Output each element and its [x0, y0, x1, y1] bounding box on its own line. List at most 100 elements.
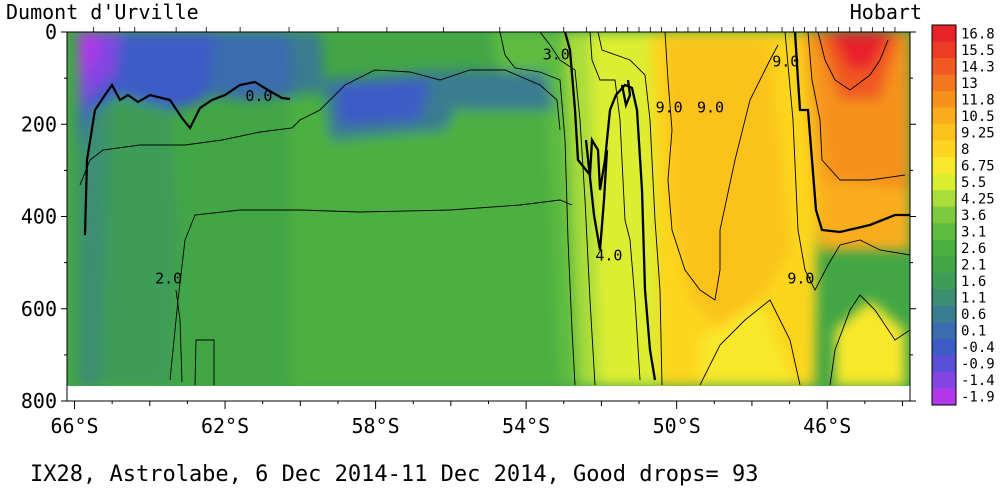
colorbar-label: 2.1	[961, 258, 986, 274]
field-region-5	[665, 40, 790, 330]
isotherm-3-5-line	[539, 32, 596, 386]
field-regions	[78, 32, 910, 386]
colorbar-swatch	[932, 388, 956, 406]
colorbar-label: 11.8	[961, 92, 995, 108]
colorbar-swatch	[932, 190, 956, 208]
colorbar-swatch	[932, 74, 956, 92]
colorbar-label: 13	[961, 76, 978, 92]
colorbar-label: 4.25	[961, 191, 995, 207]
colorbar-label: -0.4	[961, 340, 995, 356]
isotherm-3-line	[499, 32, 576, 386]
x-tick-label: 62°S	[201, 414, 249, 438]
axis-ticks	[61, 31, 916, 409]
field-region-6	[700, 300, 795, 386]
y-tick-labels: 0 200 400 600 800	[21, 20, 57, 413]
isotherm-10-line	[793, 32, 910, 234]
field-region-13	[78, 60, 110, 386]
isotherm-4-line	[563, 32, 657, 381]
colorbar-swatch	[932, 58, 956, 76]
colorbar-swatch	[932, 239, 956, 257]
contour-label: 9.0	[772, 53, 799, 71]
colorbar-swatch	[932, 305, 956, 323]
colorbar-label: 2.6	[961, 241, 986, 257]
colorbar-swatch	[932, 289, 956, 307]
colorbar-swatch	[932, 256, 956, 274]
y-tick-label: 600	[21, 297, 57, 321]
colorbar-label: 10.5	[961, 109, 995, 125]
isotherm-5-line	[597, 32, 663, 386]
isotherm-0-line	[83, 80, 291, 236]
x-tick-label: 54°S	[502, 414, 550, 438]
isotherm-8-lower-line	[699, 299, 801, 386]
x-tick-label: 50°S	[653, 414, 701, 438]
colorbar-label: 5.5	[961, 175, 986, 191]
contour-label: 3.0	[543, 46, 570, 64]
isotherm-11-line	[807, 32, 906, 181]
x-tick-labels: 66°S 62°S 58°S 54°S 50°S 46°S	[50, 414, 851, 438]
colorbar-swatch	[932, 140, 956, 158]
field-region-0	[290, 100, 565, 386]
x-tick-label: 46°S	[803, 414, 851, 438]
field-region-14	[200, 32, 300, 100]
field-region-15	[290, 32, 325, 95]
contour-labels: 0.0 3.0 9.0 9.0 9.0 4.0 2.0 9.0	[155, 46, 814, 288]
isotherm-2-left-line	[175, 289, 183, 383]
field-region-21	[450, 70, 555, 110]
isotherm-9-line	[664, 32, 779, 301]
colorbar-label: 16.8	[961, 26, 995, 42]
chart-title: IX28, Astrolabe, 6 Dec 2014-11 Dec 2014,…	[30, 462, 758, 487]
colorbar-label: 9.25	[961, 125, 995, 141]
colorbar-swatch	[932, 173, 956, 191]
field-region-20	[335, 80, 430, 125]
colorbar-label: 8	[961, 142, 969, 158]
isotherm-4-inner-line	[584, 139, 609, 251]
isotherm-0-lower-line	[79, 69, 561, 186]
contour-label: 2.0	[155, 269, 182, 287]
contour-label: 9.0	[787, 269, 814, 287]
isotherm-8-lower2-line	[829, 294, 910, 386]
y-tick-label: 200	[21, 112, 57, 136]
y-tick-label: 800	[21, 389, 57, 413]
colorbar-frame	[931, 24, 957, 406]
x-tick-label: 58°S	[352, 414, 400, 438]
colorbar-label: -0.9	[961, 357, 995, 373]
isotherm-4-inner2-line	[620, 79, 632, 110]
colorbar-swatch	[932, 322, 956, 340]
isotherm-4-5-line	[589, 32, 641, 381]
no-data-region	[67, 386, 910, 401]
colorbar-swatch	[932, 371, 956, 389]
y-tick-label: 0	[45, 20, 57, 44]
x-tick-label: 66°S	[50, 414, 98, 438]
right-station-label: Hobart	[850, 0, 922, 24]
isotherm-2-line	[169, 199, 573, 381]
colorbar-swatch	[932, 223, 956, 241]
colorbar-label: 14.3	[961, 59, 995, 75]
left-station-label: Dumont d'Urville	[6, 0, 199, 24]
field-region-18	[78, 32, 100, 80]
contour-label: 9.0	[656, 99, 683, 117]
colorbar-swatch	[932, 338, 956, 356]
contour-label: 0.0	[245, 87, 272, 105]
colorbar-swatch	[932, 124, 956, 142]
field-region-11	[830, 32, 890, 70]
field-region-12	[85, 100, 178, 386]
colorbar-label: 15.5	[961, 43, 995, 59]
field-region-22	[490, 32, 560, 72]
colorbar-label: 3.6	[961, 208, 986, 224]
isotherm-1-box-line	[194, 339, 215, 386]
colorbar-label: 6.75	[961, 158, 995, 174]
colorbar: 16.815.514.31311.810.59.2586.755.54.253.…	[931, 24, 995, 406]
contour-label: 9.0	[697, 99, 724, 117]
colorbar-label: 1.6	[961, 274, 986, 290]
temperature-field	[67, 32, 910, 388]
colorbar-swatch	[932, 157, 956, 175]
colorbar-swatch	[932, 41, 956, 59]
colorbar-swatch	[932, 206, 956, 224]
isotherm-12-line	[817, 32, 889, 91]
contour-label: 4.0	[595, 246, 622, 264]
colorbar-swatch	[932, 25, 956, 43]
colorbar-swatch	[932, 355, 956, 373]
field-region-7	[835, 300, 905, 386]
colorbar-swatch	[932, 272, 956, 290]
